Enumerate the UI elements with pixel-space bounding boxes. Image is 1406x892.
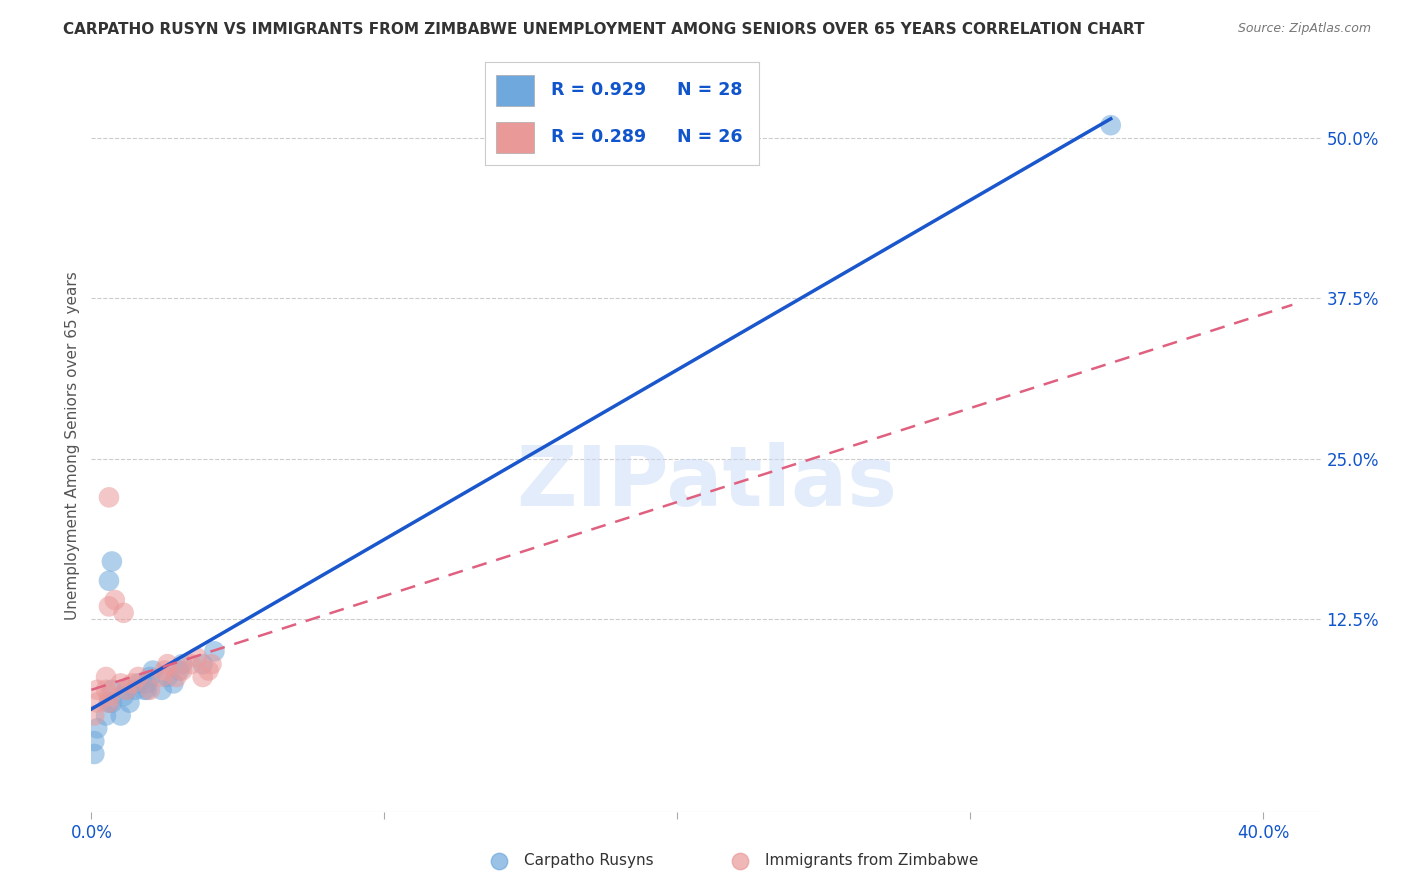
Point (94, 682, 117, 697)
Text: CARPATHO RUSYN VS IMMIGRANTS FROM ZIMBABWE UNEMPLOYMENT AMONG SENIORS OVER 65 YE: CARPATHO RUSYN VS IMMIGRANTS FROM ZIMBAB… (63, 22, 1144, 37)
Point (162, 676, 184, 690)
Point (1099, 118, 1122, 132)
Point (98, 696, 120, 710)
Text: N = 26: N = 26 (678, 128, 742, 146)
Point (136, 682, 159, 697)
Point (172, 664, 194, 678)
Point (86, 696, 108, 710)
Text: ZIPatlas: ZIPatlas (516, 442, 897, 523)
Point (94, 708, 117, 723)
Point (197, 664, 219, 678)
Text: Source: ZipAtlas.com: Source: ZipAtlas.com (1237, 22, 1371, 36)
Point (98, 599, 120, 614)
Point (191, 670, 214, 684)
Point (115, 682, 138, 697)
Point (150, 670, 173, 684)
Point (169, 664, 191, 678)
Point (139, 682, 162, 697)
Point (83, 734, 105, 748)
Point (98, 690, 120, 704)
Point (150, 682, 173, 697)
Text: R = 0.289: R = 0.289 (551, 128, 645, 146)
Point (83, 708, 105, 723)
Text: Immigrants from Zimbabwe: Immigrants from Zimbabwe (765, 854, 979, 868)
Point (110, 676, 132, 690)
Point (121, 676, 143, 690)
Point (83, 747, 105, 761)
Point (98, 696, 120, 710)
Point (191, 657, 214, 672)
Point (124, 682, 146, 697)
Point (112, 606, 135, 620)
Text: R = 0.929: R = 0.929 (551, 81, 645, 99)
Point (110, 708, 132, 723)
Point (86, 721, 108, 735)
Point (165, 670, 187, 684)
Point (139, 670, 162, 684)
FancyBboxPatch shape (496, 75, 534, 105)
Point (156, 657, 179, 672)
Point (488, 854, 510, 868)
Point (104, 593, 127, 607)
Point (186, 650, 208, 665)
Point (101, 696, 124, 710)
Point (172, 657, 194, 672)
Point (200, 657, 222, 672)
Point (136, 676, 159, 690)
Point (202, 644, 225, 658)
Point (118, 696, 141, 710)
Point (156, 670, 179, 684)
Point (98, 574, 120, 588)
Point (180, 657, 202, 672)
Point (142, 664, 165, 678)
Point (132, 682, 155, 697)
Point (101, 554, 124, 568)
Point (98, 491, 120, 505)
Point (112, 690, 135, 704)
Point (127, 670, 149, 684)
Point (153, 664, 176, 678)
Text: N = 28: N = 28 (678, 81, 742, 99)
Point (101, 682, 124, 697)
Text: Carpatho Rusyns: Carpatho Rusyns (523, 854, 654, 868)
Point (86, 682, 108, 697)
Y-axis label: Unemployment Among Seniors over 65 years: Unemployment Among Seniors over 65 years (65, 272, 80, 620)
Point (728, 854, 751, 868)
Point (115, 682, 138, 697)
Point (94, 670, 117, 684)
Point (127, 676, 149, 690)
FancyBboxPatch shape (496, 122, 534, 153)
